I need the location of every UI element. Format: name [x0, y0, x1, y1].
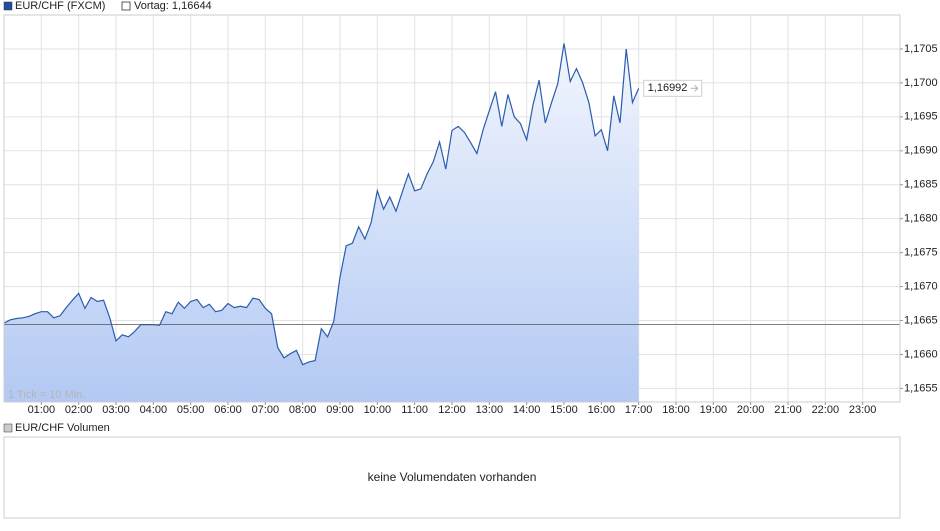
- y-tick-label: 1,1665: [904, 314, 938, 326]
- legend-swatch: [3, 423, 13, 433]
- legend-swatch: [3, 1, 13, 11]
- area: [4, 43, 639, 403]
- last-value-arrow: [690, 84, 699, 92]
- volume-message: keine Volumendaten vorhanden: [368, 470, 537, 484]
- volume-title: EUR/CHF Volumen: [15, 422, 110, 434]
- x-tick-label: 07:00: [252, 404, 280, 416]
- y-tick-label: 1,1700: [904, 77, 938, 89]
- x-tick-label: 08:00: [289, 404, 317, 416]
- y-tick-label: 1,1690: [904, 145, 938, 157]
- x-tick-label: 20:00: [737, 404, 765, 416]
- last-value-box: [643, 79, 703, 97]
- volume-frame: [3, 436, 901, 519]
- y-tick-label: 1,1705: [904, 43, 938, 55]
- x-tick-label: 03:00: [102, 404, 130, 416]
- x-tick-label: 19:00: [700, 404, 728, 416]
- plot: [3, 43, 900, 403]
- x-tick-label: 04:00: [140, 404, 168, 416]
- x-tick-label: 06:00: [214, 404, 242, 416]
- labels: 1,1655 1,1660 1,1665 1,1670 1,1675 1,1680 1,16…: [28, 43, 938, 416]
- x-tick-label: 02:00: [65, 404, 93, 416]
- y-tick-label: 1,1675: [904, 247, 938, 259]
- x-tick-label: 23:00: [849, 404, 877, 416]
- legend-label: EUR/CHF (FXCM): [15, 0, 105, 12]
- x-tick-label: 12:00: [438, 404, 466, 416]
- legend-swatch: [121, 1, 131, 11]
- y-tick-label: 1,1670: [904, 280, 938, 292]
- line: [3, 43, 640, 366]
- x-tick-label: 18:00: [662, 404, 690, 416]
- legend-label: Vortag: 1,16644: [134, 0, 212, 12]
- x-tick-label: 10:00: [364, 404, 392, 416]
- y-tick-label: 1,1655: [904, 382, 938, 394]
- x-tick-label: 16:00: [588, 404, 616, 416]
- y-tick-label: 1,1680: [904, 213, 938, 225]
- x-tick-label: 13:00: [476, 404, 504, 416]
- x-tick-label: 22:00: [812, 404, 840, 416]
- x-tick-label: 15:00: [550, 404, 578, 416]
- x-tick-label: 05:00: [177, 404, 205, 416]
- x-tick-label: 17:00: [625, 404, 653, 416]
- x-tick-label: 09:00: [326, 404, 354, 416]
- y-tick-label: 1,1660: [904, 348, 938, 360]
- x-tick-label: 11:00: [401, 404, 428, 416]
- annotation: 1 Tick = 10 Min.: [8, 389, 85, 401]
- x-tick-label: 01:00: [28, 404, 56, 416]
- x-tick-label: 14:00: [513, 404, 541, 416]
- y-tick-label: 1,1685: [904, 179, 938, 191]
- y-tick-label: 1,1695: [904, 111, 938, 123]
- last-value-label: 1,16992: [648, 82, 688, 94]
- x-tick-label: 21:00: [774, 404, 802, 416]
